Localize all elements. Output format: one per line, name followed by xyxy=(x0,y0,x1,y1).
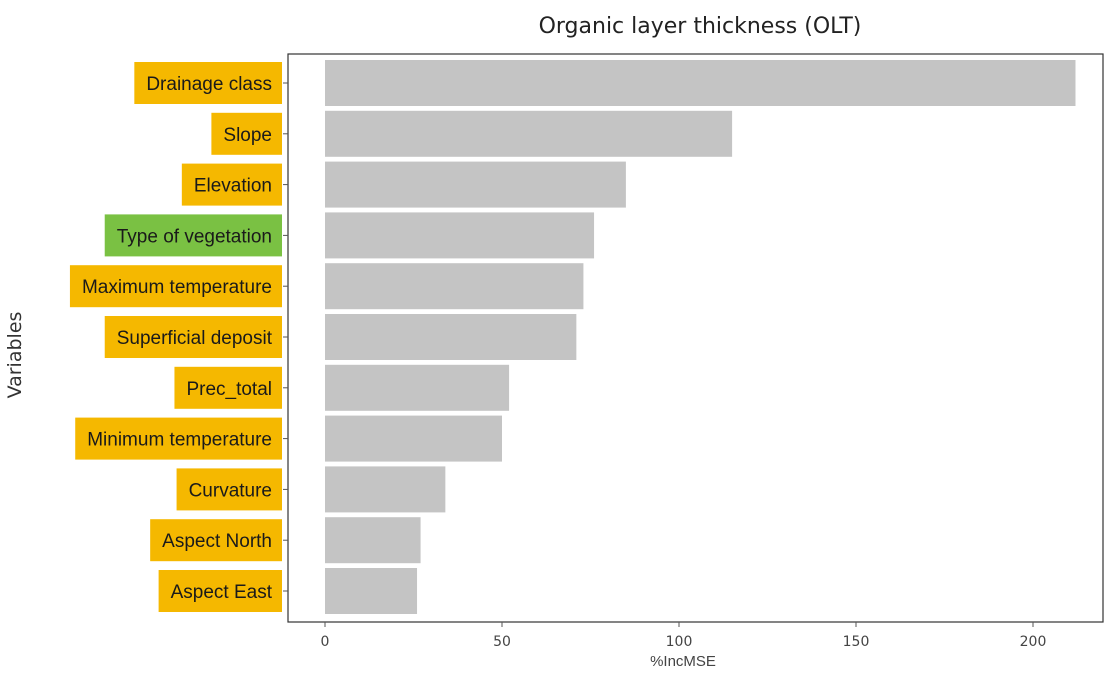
category-label-box xyxy=(181,163,282,206)
bar xyxy=(325,60,1076,106)
bar xyxy=(325,466,446,513)
category-label: Prec_total xyxy=(186,379,272,400)
bar xyxy=(325,568,418,614)
bar xyxy=(325,415,502,462)
bar xyxy=(325,110,733,157)
bars xyxy=(325,60,1076,614)
bar xyxy=(325,364,510,411)
category-label: Drainage class xyxy=(146,74,272,95)
category-label: Aspect East xyxy=(171,582,273,603)
chart-title: Organic layer thickness (OLT) xyxy=(538,14,862,39)
category-label-box xyxy=(69,265,282,308)
x-tick-label: 200 xyxy=(1020,634,1047,650)
x-tick-label: 150 xyxy=(843,634,870,650)
category-label-box xyxy=(174,366,282,409)
category-label: Minimum temperature xyxy=(87,430,272,451)
category-label: Maximum temperature xyxy=(82,277,272,298)
category-label-box xyxy=(104,316,282,358)
category-label: Elevation xyxy=(194,176,272,197)
category-label-box xyxy=(176,468,282,511)
category-label: Type of vegetation xyxy=(117,226,272,247)
bar xyxy=(325,212,595,259)
category-label-box xyxy=(150,519,282,562)
bar xyxy=(325,314,577,360)
category-label: Curvature xyxy=(189,480,272,501)
category-label-box xyxy=(104,214,282,257)
category-label-box xyxy=(211,112,282,155)
category-label-box xyxy=(158,570,282,612)
category-labels: Drainage class Slope Elevation Type of vege… xyxy=(69,62,282,612)
x-axis-label: %IncMSE xyxy=(650,653,716,670)
x-tick-label: 0 xyxy=(321,634,330,650)
category-label: Slope xyxy=(223,125,272,146)
x-ticks: 0 50 100 150 200 xyxy=(321,622,1047,650)
category-label: Superficial deposit xyxy=(117,328,273,349)
bar xyxy=(325,263,584,310)
category-label: Aspect North xyxy=(162,531,272,552)
category-label-box xyxy=(75,417,282,460)
category-label-box xyxy=(134,62,282,104)
x-tick-label: 50 xyxy=(493,634,511,650)
bar xyxy=(325,161,626,208)
x-tick-label: 100 xyxy=(666,634,693,650)
bar xyxy=(325,517,421,564)
